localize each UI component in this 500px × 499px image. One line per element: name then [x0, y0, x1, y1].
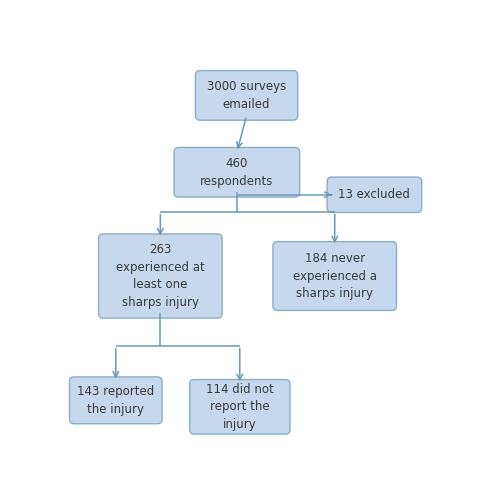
Text: 184 never
experienced a
sharps injury: 184 never experienced a sharps injury	[292, 252, 376, 300]
FancyBboxPatch shape	[174, 148, 300, 197]
FancyBboxPatch shape	[327, 177, 422, 213]
Text: 13 excluded: 13 excluded	[338, 188, 410, 201]
FancyBboxPatch shape	[273, 242, 396, 310]
Text: 460
respondents: 460 respondents	[200, 157, 274, 188]
FancyBboxPatch shape	[98, 234, 222, 318]
FancyBboxPatch shape	[70, 377, 162, 424]
FancyBboxPatch shape	[190, 380, 290, 434]
FancyBboxPatch shape	[196, 71, 298, 120]
Text: 263
experienced at
least one
sharps injury: 263 experienced at least one sharps inju…	[116, 243, 204, 309]
Text: 3000 surveys
emailed: 3000 surveys emailed	[207, 80, 286, 111]
Text: 114 did not
report the
injury: 114 did not report the injury	[206, 383, 274, 431]
Text: 143 reported
the injury: 143 reported the injury	[77, 385, 154, 416]
